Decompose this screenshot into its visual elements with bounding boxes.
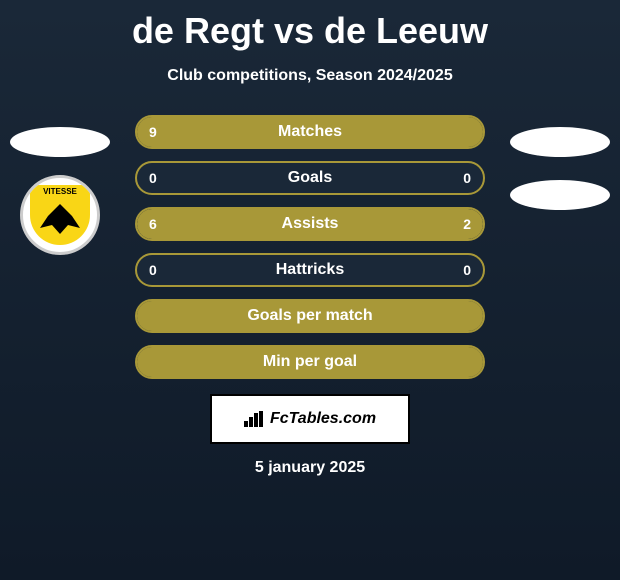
chart-icon [244, 411, 264, 427]
page-title: de Regt vs de Leeuw [0, 0, 620, 52]
stat-bar: Min per goal [135, 345, 485, 379]
stat-label: Goals per match [137, 307, 483, 325]
stat-bar: 0Hattricks0 [135, 253, 485, 287]
player-left-photo [10, 127, 110, 157]
stat-label: Min per goal [137, 353, 483, 371]
club-name-label: VITESSE [43, 187, 77, 196]
date-label: 5 january 2025 [0, 459, 620, 477]
stat-bar: 9Matches [135, 115, 485, 149]
vitesse-shield: VITESSE [30, 185, 90, 245]
eagle-icon [40, 204, 80, 234]
stat-label: Matches [137, 123, 483, 141]
brand-text: FcTables.com [270, 410, 376, 428]
stat-bar: Goals per match [135, 299, 485, 333]
stat-right-value: 2 [463, 216, 471, 232]
player-left-club-badge: VITESSE [20, 175, 100, 255]
comparison-container: VITESSE 9Matches0Goals06Assists20Hattric… [0, 115, 620, 379]
stat-right-value: 0 [463, 170, 471, 186]
stat-bar: 6Assists2 [135, 207, 485, 241]
stat-bar: 0Goals0 [135, 161, 485, 195]
stats-bars: 9Matches0Goals06Assists20Hattricks0Goals… [135, 115, 485, 379]
player-right-photo [510, 127, 610, 157]
stat-right-value: 0 [463, 262, 471, 278]
stat-label: Hattricks [137, 261, 483, 279]
player-right-club-badge [510, 180, 610, 210]
stat-label: Assists [137, 215, 483, 233]
page-subtitle: Club competitions, Season 2024/2025 [0, 67, 620, 85]
brand-badge: FcTables.com [210, 394, 410, 444]
stat-label: Goals [137, 169, 483, 187]
